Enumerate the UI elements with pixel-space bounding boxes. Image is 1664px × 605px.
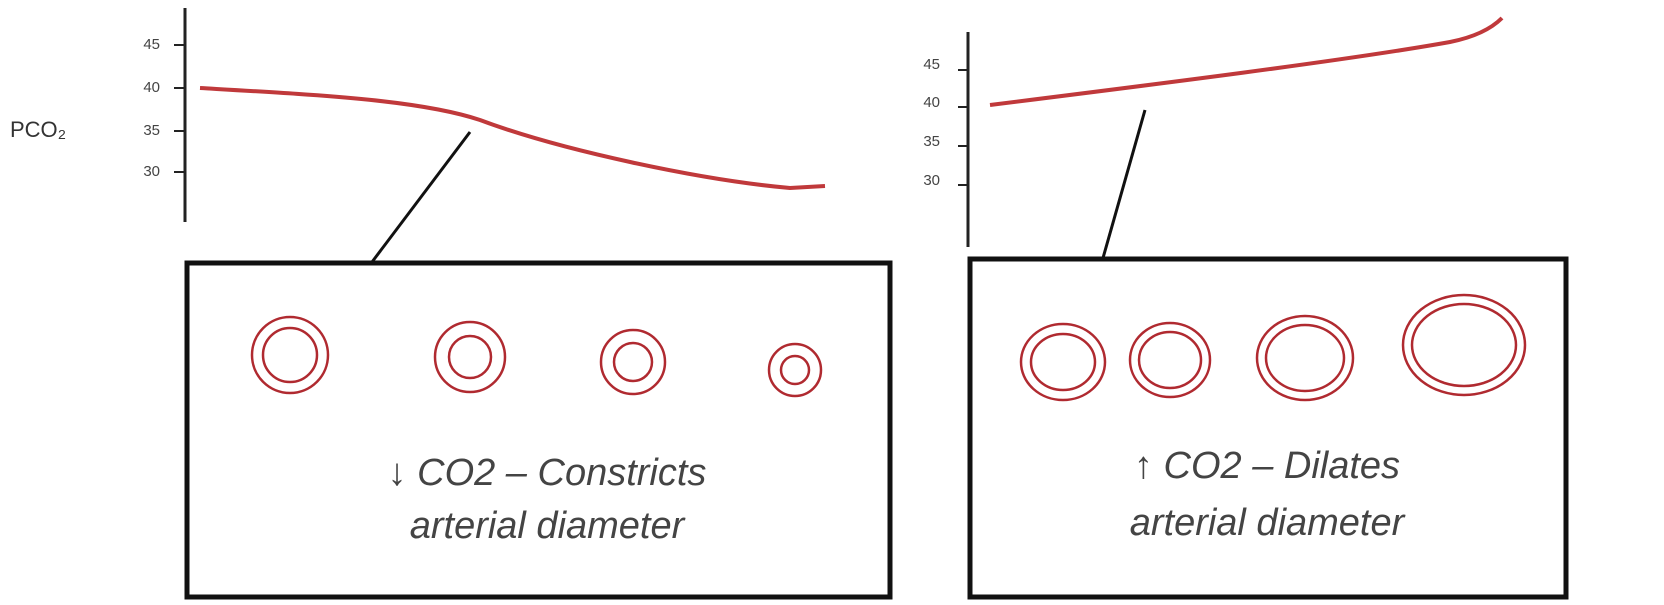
y-axis-label: PCO₂ (10, 117, 66, 142)
tick-label: 30 (143, 163, 160, 180)
left-panel: 45 40 35 30 PCO₂ ↓ CO2 – Constricts arte… (10, 8, 890, 597)
diagram: 45 40 35 30 PCO₂ ↓ CO2 – Constricts arte… (0, 0, 1664, 605)
connector (372, 132, 470, 262)
curve (200, 88, 825, 188)
curve (990, 18, 1502, 105)
right-panel: 45 40 35 30 ↑ CO2 – Dilates arterial dia… (923, 18, 1566, 597)
tick-label: 40 (923, 94, 940, 111)
caption: ↓ CO2 – Constricts (388, 452, 707, 494)
caption: arterial diameter (1130, 502, 1406, 544)
caption: ↑ CO2 – Dilates (1134, 445, 1400, 487)
caption: arterial diameter (410, 505, 686, 547)
box (970, 259, 1566, 597)
tick-label: 30 (923, 172, 940, 189)
tick-label: 45 (923, 56, 940, 73)
connector (1103, 110, 1145, 258)
tick-label: 35 (923, 133, 940, 150)
page: 45 40 35 30 PCO₂ ↓ CO2 – Constricts arte… (0, 0, 1664, 605)
tick-label: 40 (143, 79, 160, 96)
tick-label: 45 (143, 36, 160, 53)
tick-label: 35 (143, 122, 160, 139)
